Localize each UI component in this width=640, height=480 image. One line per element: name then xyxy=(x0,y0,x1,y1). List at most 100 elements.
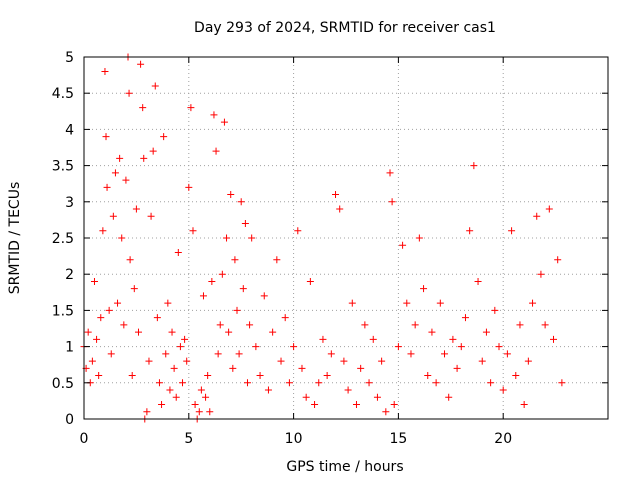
data-point xyxy=(111,169,119,177)
data-point xyxy=(436,299,444,307)
data-point xyxy=(386,169,394,177)
data-point xyxy=(99,227,107,235)
data-point xyxy=(233,306,241,314)
grid-lines xyxy=(84,57,608,419)
data-point xyxy=(323,372,331,380)
data-point xyxy=(120,321,128,329)
data-point xyxy=(187,104,195,112)
data-point xyxy=(550,335,558,343)
data-point xyxy=(281,314,289,322)
y-tick-label: 1 xyxy=(65,340,74,356)
data-point xyxy=(256,372,264,380)
data-point xyxy=(537,270,545,278)
data-point xyxy=(237,198,245,206)
data-point xyxy=(166,386,174,394)
data-point xyxy=(399,241,407,249)
data-point xyxy=(95,372,103,380)
data-point xyxy=(151,82,159,90)
data-point xyxy=(449,335,457,343)
data-point xyxy=(294,227,302,235)
data-point xyxy=(508,227,516,235)
data-point xyxy=(185,183,193,191)
data-point xyxy=(132,205,140,213)
data-point xyxy=(125,89,133,97)
data-point xyxy=(407,350,415,358)
data-point xyxy=(260,292,268,300)
y-tick-label: 2.5 xyxy=(52,231,74,247)
data-point xyxy=(199,292,207,300)
data-point xyxy=(453,364,461,372)
data-point xyxy=(114,299,122,307)
data-point xyxy=(172,393,180,401)
data-point xyxy=(206,408,214,416)
data-point xyxy=(229,364,237,372)
data-point xyxy=(441,350,449,358)
data-point xyxy=(520,401,528,409)
x-tick-label: 20 xyxy=(494,431,512,447)
data-point xyxy=(327,350,335,358)
data-point xyxy=(482,328,490,336)
data-point xyxy=(137,60,145,68)
y-tick-label: 0.5 xyxy=(52,376,74,392)
data-point xyxy=(155,379,163,387)
data-point xyxy=(105,306,113,314)
data-point xyxy=(140,154,148,162)
y-tick-label: 1.5 xyxy=(52,303,74,319)
data-point xyxy=(457,343,465,351)
data-point xyxy=(158,401,166,409)
data-point xyxy=(302,393,310,401)
data-point xyxy=(231,256,239,264)
data-point xyxy=(290,343,298,351)
data-point xyxy=(143,408,151,416)
data-point xyxy=(558,379,566,387)
data-point xyxy=(461,314,469,322)
data-point xyxy=(223,234,231,242)
data-point xyxy=(241,220,249,228)
data-point xyxy=(122,176,130,184)
data-point xyxy=(336,205,344,213)
data-point xyxy=(216,321,224,329)
data-point xyxy=(147,212,155,220)
data-point xyxy=(403,299,411,307)
data-point xyxy=(84,328,92,336)
data-point xyxy=(189,227,197,235)
data-point xyxy=(168,328,176,336)
data-point xyxy=(162,350,170,358)
data-point xyxy=(432,379,440,387)
data-point xyxy=(382,408,390,416)
axis-ticks xyxy=(83,56,608,420)
data-point xyxy=(306,277,314,285)
data-point xyxy=(191,401,199,409)
data-point xyxy=(445,393,453,401)
data-point xyxy=(340,357,348,365)
data-point xyxy=(529,299,537,307)
data-point xyxy=(378,357,386,365)
x-axis-label: GPS time / hours xyxy=(286,459,403,475)
data-point xyxy=(210,111,218,119)
data-point xyxy=(220,118,228,126)
data-point xyxy=(298,364,306,372)
data-point xyxy=(130,285,138,293)
data-point xyxy=(545,205,553,213)
data-point xyxy=(524,357,532,365)
data-point xyxy=(126,256,134,264)
data-point xyxy=(373,393,381,401)
data-point xyxy=(179,379,187,387)
data-point xyxy=(424,372,432,380)
data-point xyxy=(533,212,541,220)
data-point xyxy=(466,227,474,235)
data-point xyxy=(225,328,233,336)
data-point xyxy=(197,386,205,394)
data-point xyxy=(208,277,216,285)
data-point xyxy=(248,234,256,242)
data-point xyxy=(269,328,277,336)
data-point xyxy=(134,328,142,336)
data-point xyxy=(88,357,96,365)
x-tick-labels: 0 5 10 15 20 xyxy=(80,431,513,447)
data-point xyxy=(369,335,377,343)
data-point xyxy=(97,314,105,322)
data-points xyxy=(80,53,566,423)
y-tick-label: 4 xyxy=(65,122,74,138)
x-tick-label: 10 xyxy=(285,431,303,447)
data-point xyxy=(195,408,203,416)
